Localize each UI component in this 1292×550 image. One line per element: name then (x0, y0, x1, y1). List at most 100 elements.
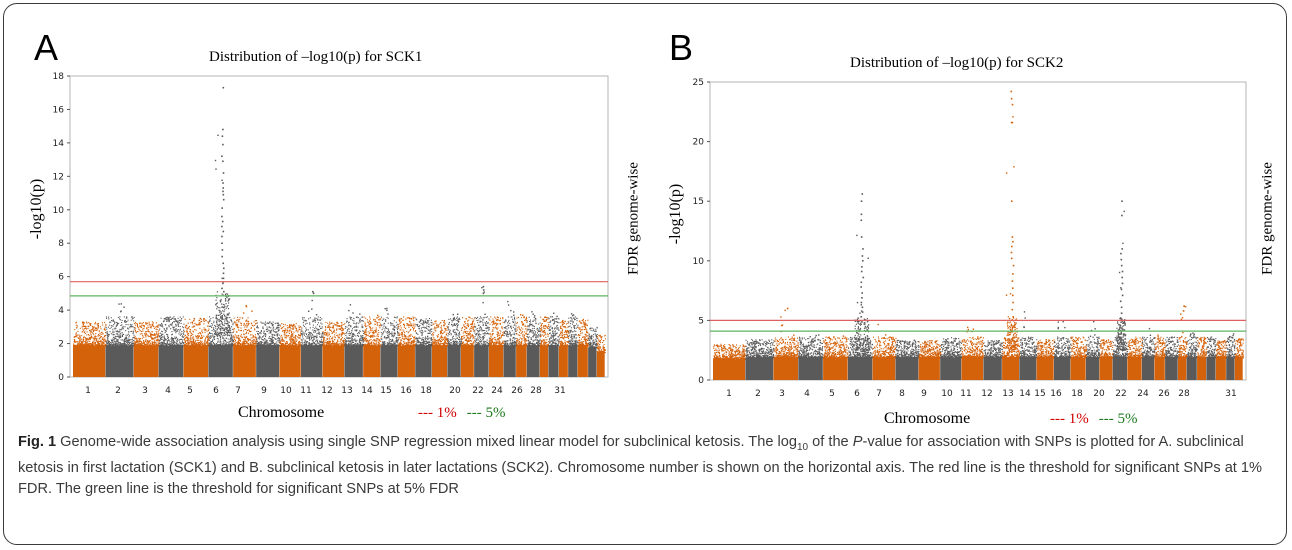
snp-point (319, 342, 321, 344)
snp-point (386, 345, 388, 347)
snp-point (137, 331, 139, 333)
snp-point (203, 342, 205, 344)
snp-point (96, 344, 98, 346)
snp-point (232, 340, 234, 342)
snp-point (184, 345, 186, 347)
snp-point (386, 344, 388, 346)
chromosome-1-points (73, 321, 107, 377)
snp-point (88, 334, 90, 336)
snp-point (276, 335, 278, 337)
snp-point (292, 340, 294, 342)
snp-point (291, 344, 293, 346)
snp-point (189, 318, 191, 320)
snp-point (400, 340, 402, 342)
snp-point (101, 338, 103, 340)
snp-point (262, 326, 264, 328)
snp-point (188, 342, 190, 344)
y-tick-label: 12 (53, 172, 64, 182)
plot-area (69, 75, 609, 378)
snp-point (357, 343, 359, 345)
snp-point (160, 345, 162, 347)
snp-point (203, 345, 205, 347)
snp-point (230, 332, 232, 334)
snp-point (393, 330, 395, 332)
snp-point (380, 316, 382, 318)
snp-point (429, 343, 431, 345)
snp-point (414, 338, 416, 340)
snp-point (350, 343, 352, 345)
snp-point (246, 342, 248, 344)
snp-point (320, 341, 322, 343)
snp-point (340, 334, 342, 336)
snp-point (79, 335, 81, 337)
snp-point (125, 334, 127, 336)
snp-point (291, 338, 293, 340)
snp-point (162, 333, 164, 335)
snp-point (312, 345, 314, 347)
snp-point (215, 327, 217, 329)
snp-point (98, 341, 100, 343)
snp-point (317, 329, 319, 331)
snp-point (220, 337, 222, 339)
snp-point (390, 345, 392, 347)
snp-point (202, 320, 204, 322)
snp-point (208, 337, 210, 339)
snp-point (297, 331, 299, 333)
snp-point (311, 299, 313, 302)
snp-point (143, 341, 145, 343)
snp-point (114, 328, 116, 330)
snp-point (270, 329, 272, 331)
snp-point (276, 322, 278, 324)
snp-point (94, 337, 96, 339)
snp-point (415, 330, 417, 332)
snp-point (113, 340, 115, 342)
snp-point (76, 325, 78, 327)
snp-point (354, 339, 356, 341)
snp-point (294, 325, 296, 328)
snp-point (375, 343, 377, 345)
snp-point (270, 342, 272, 344)
snp-point (177, 345, 179, 347)
snp-point (331, 332, 333, 334)
snp-point (154, 336, 156, 338)
snp-point (334, 343, 336, 345)
snp-point (228, 341, 230, 343)
snp-point (365, 334, 367, 336)
snp-point (387, 337, 389, 339)
snp-point (399, 333, 401, 335)
snp-point (224, 345, 226, 347)
snp-point (299, 340, 301, 342)
snp-point (115, 345, 117, 347)
snp-point (155, 336, 157, 338)
snp-point (228, 345, 230, 347)
snp-point (282, 343, 284, 345)
snp-point (159, 342, 161, 344)
snp-point (408, 325, 410, 327)
snp-point (206, 341, 208, 343)
snp-point (248, 329, 250, 331)
snp-point (104, 345, 106, 347)
snp-point (357, 345, 359, 347)
snp-point (183, 338, 185, 340)
snp-point (86, 331, 88, 333)
y-tick-label: 10 (53, 206, 65, 216)
snp-point (308, 337, 310, 339)
snp-point (161, 323, 163, 325)
snp-point (133, 330, 135, 332)
snp-point (148, 323, 150, 325)
snp-point (232, 324, 234, 326)
snp-point (154, 338, 156, 340)
snp-point (212, 324, 214, 326)
snp-point (256, 325, 258, 327)
snp-point (232, 345, 234, 347)
snp-point (189, 338, 191, 340)
snp-point (213, 322, 215, 324)
snp-point (353, 345, 355, 347)
snp-point (265, 334, 267, 336)
snp-point (389, 332, 391, 334)
snp-point (238, 320, 240, 322)
snp-point (164, 344, 166, 346)
snp-point (208, 321, 210, 323)
snp-point (183, 331, 185, 333)
snp-point (236, 320, 238, 322)
